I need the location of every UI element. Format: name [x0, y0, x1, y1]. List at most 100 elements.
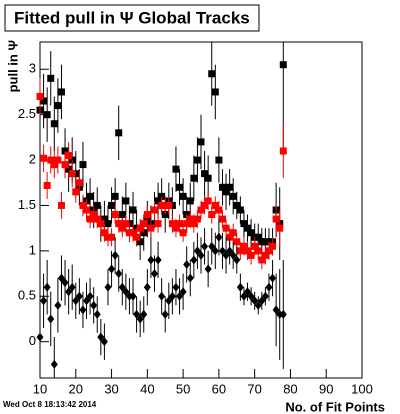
square-marker — [54, 102, 62, 110]
diamond-marker — [272, 305, 280, 315]
square-marker — [115, 129, 123, 137]
y-tick-label: 2.5 — [18, 106, 36, 121]
diamond-marker — [165, 296, 173, 306]
diamond-marker — [269, 273, 277, 283]
square-marker — [236, 206, 244, 214]
diamond-marker — [251, 296, 259, 306]
square-marker — [276, 224, 284, 232]
square-marker — [190, 174, 198, 182]
diamond-marker — [147, 255, 155, 265]
diamond-marker — [97, 332, 105, 342]
square-marker — [279, 147, 287, 155]
square-marker — [240, 242, 248, 250]
chart-title: Fitted pull in Ψ Global Tracks — [14, 8, 250, 27]
square-marker — [240, 220, 248, 228]
square-marker — [136, 224, 144, 232]
square-marker — [179, 229, 187, 237]
square-marker — [186, 215, 194, 223]
square-marker — [193, 215, 201, 223]
square-marker — [244, 247, 252, 255]
diamond-marker — [276, 309, 284, 319]
diamond-marker — [158, 291, 166, 301]
x-tick-label: 80 — [283, 381, 297, 396]
square-marker — [104, 220, 112, 228]
diamond-marker — [83, 296, 91, 306]
x-tick-label: 20 — [69, 381, 83, 396]
square-marker — [233, 201, 241, 209]
square-marker — [261, 251, 269, 259]
diamond-marker — [79, 305, 87, 315]
x-tick-label: 90 — [319, 381, 333, 396]
square-marker — [261, 238, 269, 246]
square-marker — [118, 224, 126, 232]
diamond-marker — [176, 291, 184, 301]
diamond-marker — [208, 241, 216, 251]
diamond-marker — [236, 282, 244, 292]
square-marker — [265, 247, 273, 255]
square-marker — [215, 156, 223, 164]
diamond-marker — [118, 282, 126, 292]
y-tick-label: 3 — [29, 61, 36, 76]
square-marker — [86, 192, 94, 200]
square-marker — [218, 215, 226, 223]
square-marker — [233, 238, 241, 246]
square-marker — [65, 152, 73, 160]
square-marker — [236, 247, 244, 255]
square-marker — [193, 156, 201, 164]
diamond-marker — [57, 273, 65, 283]
diamond-marker — [122, 287, 130, 297]
square-marker — [172, 224, 180, 232]
square-marker — [215, 206, 223, 214]
square-marker — [111, 211, 119, 219]
square-marker — [201, 170, 209, 178]
diamond-marker — [65, 287, 73, 297]
diamond-marker — [183, 259, 191, 269]
square-marker — [122, 197, 130, 205]
square-marker — [43, 181, 51, 189]
square-marker — [108, 233, 116, 241]
diamond-marker — [201, 241, 209, 251]
diamond-marker — [115, 269, 123, 279]
square-marker — [244, 224, 252, 232]
square-marker — [150, 206, 158, 214]
square-marker — [154, 197, 162, 205]
square-marker — [254, 233, 262, 241]
square-marker — [251, 242, 259, 250]
square-marker — [75, 179, 83, 187]
diamond-marker — [222, 250, 230, 260]
square-marker — [218, 183, 226, 191]
y-tick-label: 2 — [29, 151, 36, 166]
square-marker — [97, 220, 105, 228]
x-tick-label: 50 — [176, 381, 190, 396]
diamond-marker — [75, 291, 83, 301]
x-tick-label: 60 — [212, 381, 226, 396]
diamond-marker — [218, 246, 226, 256]
diamond-marker — [72, 296, 80, 306]
square-marker — [186, 197, 194, 205]
square-marker — [108, 201, 116, 209]
square-marker — [79, 201, 87, 209]
square-marker — [93, 215, 101, 223]
diamond-marker — [233, 255, 241, 265]
square-marker — [258, 238, 266, 246]
diamond-marker — [143, 282, 151, 292]
square-marker — [258, 256, 266, 264]
square-marker — [100, 215, 108, 223]
diamond-marker — [136, 314, 144, 324]
square-marker — [72, 188, 80, 196]
diamond-marker — [40, 296, 48, 306]
diamond-marker — [211, 246, 219, 256]
square-marker — [40, 154, 48, 162]
square-marker — [254, 247, 262, 255]
square-marker — [201, 201, 209, 209]
square-marker — [226, 183, 234, 191]
square-marker — [47, 156, 55, 164]
square-marker — [100, 229, 108, 237]
square-marker — [129, 229, 137, 237]
square-marker — [90, 211, 98, 219]
diamond-marker — [193, 246, 201, 256]
square-marker — [179, 192, 187, 200]
diamond-marker — [90, 300, 98, 310]
diamond-marker — [93, 309, 101, 319]
